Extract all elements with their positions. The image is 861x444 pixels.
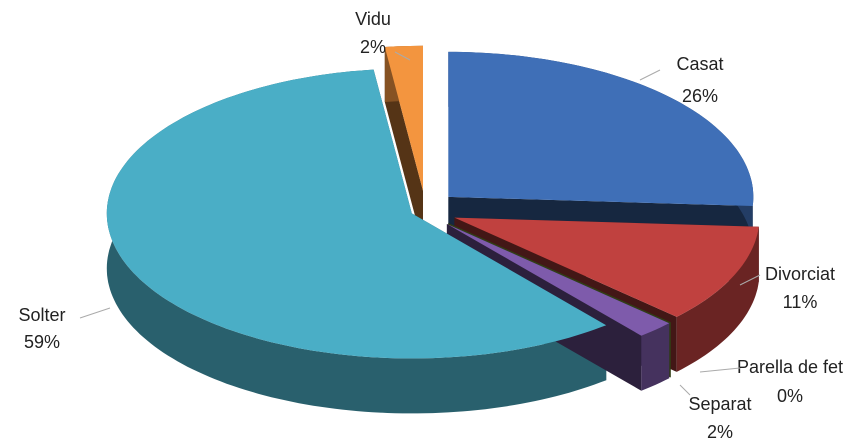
- slice: [384, 45, 423, 191]
- slice-value-label: 59%: [24, 332, 60, 352]
- slice: [454, 217, 759, 317]
- leader-line: [679, 384, 691, 396]
- slice-label: Casat: [676, 54, 723, 74]
- slice: [448, 51, 754, 207]
- slice-label: Separat: [688, 394, 751, 414]
- slice-value-label: 0%: [777, 386, 803, 406]
- slice-label: Divorciat: [765, 264, 835, 284]
- slice-value-label: 11%: [783, 292, 818, 312]
- slice-value-label: 2%: [707, 422, 733, 442]
- slice-side: [676, 226, 759, 372]
- slice: [106, 69, 607, 359]
- leader-line: [79, 307, 111, 319]
- slice-label: Parella de fet: [737, 357, 843, 377]
- leader-line: [394, 51, 411, 61]
- slice: [446, 224, 670, 336]
- slice-side: [106, 69, 607, 414]
- slice-label: Vidu: [355, 9, 391, 29]
- leader-line: [639, 69, 661, 81]
- slice-value-label: 2%: [360, 37, 386, 57]
- leader-line: [739, 274, 761, 286]
- leader-line: [699, 367, 741, 373]
- slice-value-label: 26%: [682, 86, 718, 106]
- slice-label: Solter: [18, 305, 65, 325]
- slice-side: [641, 323, 670, 391]
